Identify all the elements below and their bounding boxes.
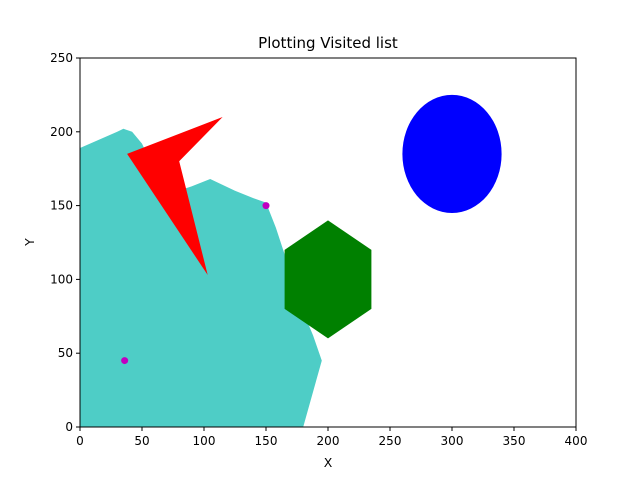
x-tick-label: 400 bbox=[565, 434, 588, 448]
node-marker bbox=[262, 202, 270, 210]
visited-region bbox=[80, 128, 322, 428]
y-tick-label: 200 bbox=[50, 125, 73, 139]
x-tick-label: 0 bbox=[76, 434, 84, 448]
y-tick-label: 150 bbox=[50, 199, 73, 213]
x-tick-label: 350 bbox=[503, 434, 526, 448]
obstacle-circle bbox=[402, 94, 502, 213]
obstacle-hexagon bbox=[284, 220, 372, 339]
node-marker bbox=[121, 357, 129, 365]
x-tick-label: 300 bbox=[441, 434, 464, 448]
y-axis-label: Y bbox=[22, 238, 37, 247]
x-axis-label: X bbox=[324, 455, 333, 470]
x-tick-label: 150 bbox=[255, 434, 278, 448]
y-tick-label: 250 bbox=[50, 51, 73, 65]
x-tick-label: 250 bbox=[379, 434, 402, 448]
plot-content bbox=[80, 94, 502, 428]
y-tick-label: 100 bbox=[50, 272, 73, 286]
y-tick-label: 0 bbox=[65, 420, 73, 434]
obstacle-polygon bbox=[127, 117, 223, 275]
y-axis: 0 50 100 150 200 250 bbox=[50, 51, 80, 434]
y-tick-label: 50 bbox=[58, 346, 73, 360]
chart-title: Plotting Visited list bbox=[258, 34, 398, 52]
x-tick-label: 200 bbox=[317, 434, 340, 448]
x-tick-label: 100 bbox=[193, 434, 216, 448]
x-tick-label: 50 bbox=[134, 434, 149, 448]
x-axis: 0 50 100 150 200 250 300 350 400 bbox=[76, 427, 587, 448]
